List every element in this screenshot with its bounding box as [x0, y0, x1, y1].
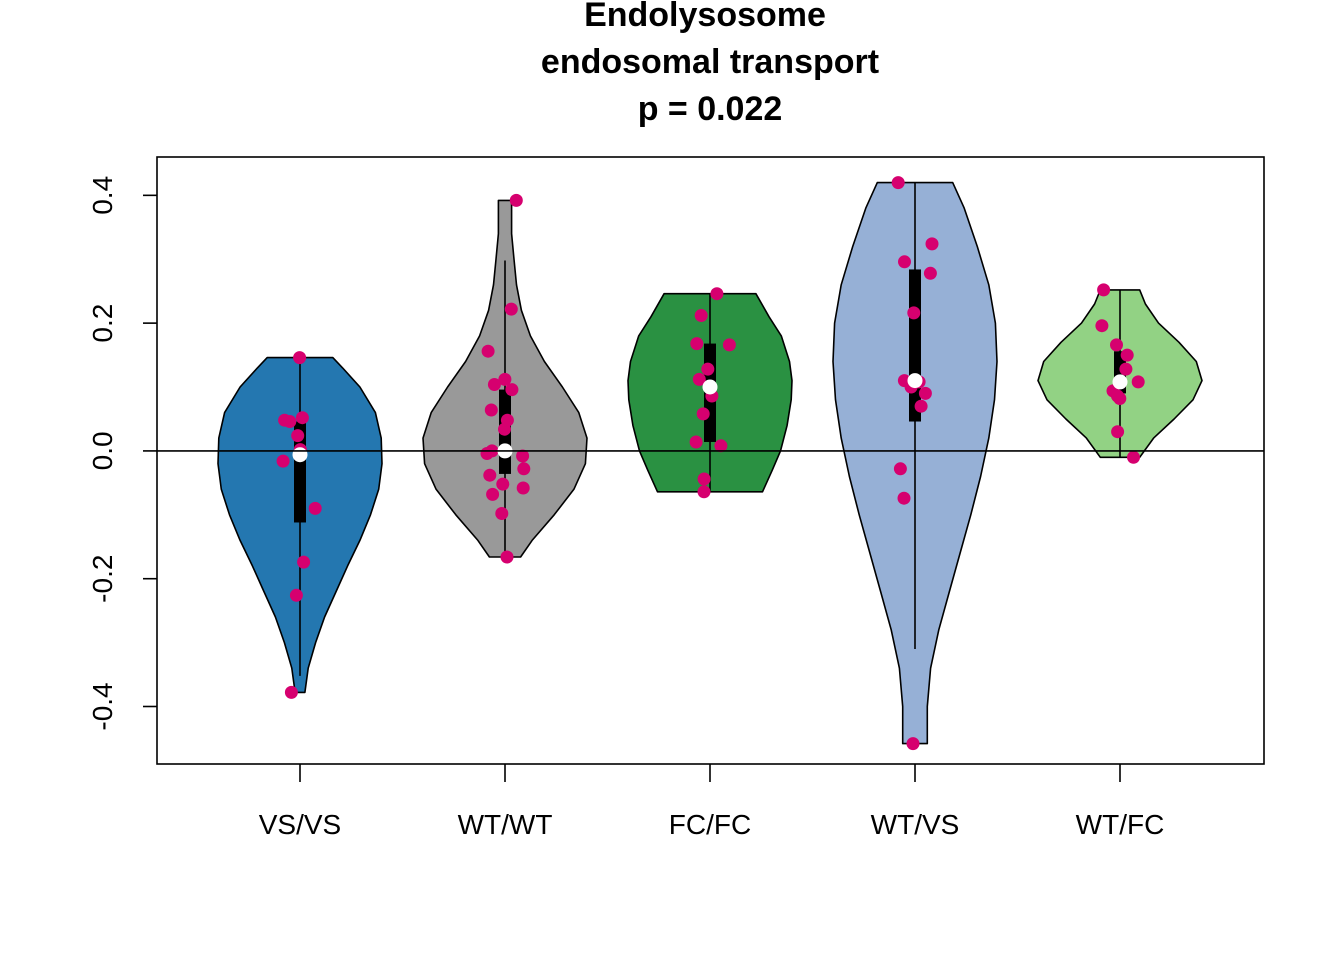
- data-point: [692, 372, 706, 386]
- data-point: [291, 429, 305, 443]
- median-marker-wt-vs: [907, 373, 923, 389]
- data-point: [690, 337, 704, 351]
- data-point: [297, 555, 311, 569]
- x-tick-label: VS/VS: [259, 809, 341, 840]
- iqr-box-wt-vs: [909, 269, 921, 422]
- data-point: [701, 362, 715, 376]
- data-point: [509, 193, 523, 207]
- data-point: [487, 378, 501, 391]
- median-marker-vs-vs: [292, 447, 308, 463]
- data-point: [496, 477, 510, 491]
- data-point: [696, 407, 710, 421]
- data-point: [481, 344, 495, 358]
- data-point: [697, 472, 711, 486]
- data-point: [498, 422, 511, 436]
- y-tick-label: -0.2: [87, 555, 118, 603]
- data-point: [283, 415, 297, 428]
- data-point: [714, 439, 728, 453]
- data-point: [923, 266, 937, 280]
- data-point: [308, 501, 322, 515]
- data-point: [1127, 450, 1140, 464]
- data-point: [480, 447, 494, 460]
- data-point: [276, 454, 290, 468]
- title-line-2: endosomal transport: [541, 43, 879, 81]
- data-point: [289, 588, 303, 602]
- y-tick-label: -0.4: [87, 682, 118, 730]
- data-point: [500, 550, 514, 564]
- data-point: [907, 306, 921, 320]
- data-point: [293, 351, 307, 365]
- x-tick-label: WT/FC: [1076, 809, 1165, 840]
- data-point: [1131, 375, 1145, 389]
- data-point: [483, 468, 497, 482]
- data-point: [295, 411, 309, 425]
- y-tick-label: 0.4: [87, 176, 118, 215]
- title-line-1: Endolysosome: [584, 0, 826, 34]
- data-point: [1120, 348, 1134, 362]
- x-tick-label: FC/FC: [669, 809, 751, 840]
- data-point: [486, 487, 500, 501]
- data-point: [505, 383, 519, 397]
- data-point: [1119, 362, 1133, 376]
- data-point: [898, 255, 911, 269]
- median-marker-fc-fc: [702, 379, 718, 395]
- axes-layer: -0.4 -0.2 0.0 0.2 0.4 VS/VS WT/WT FC/FC WT/VS WT/…: [87, 156, 1265, 840]
- point-layer: [276, 176, 1145, 751]
- data-point: [891, 176, 905, 190]
- data-point: [914, 399, 928, 413]
- data-point: [897, 491, 911, 505]
- median-marker-wt-fc: [1112, 374, 1128, 390]
- box-layer: [294, 182, 1126, 676]
- data-point: [284, 685, 298, 699]
- data-point: [893, 462, 907, 476]
- data-point: [504, 302, 518, 316]
- data-point: [1110, 338, 1123, 352]
- data-point: [1097, 283, 1111, 297]
- data-point: [925, 237, 939, 251]
- data-point: [697, 485, 711, 499]
- x-tick-label: WT/WT: [458, 809, 553, 840]
- data-point: [517, 462, 531, 476]
- data-point: [495, 507, 509, 520]
- data-point: [710, 287, 724, 301]
- title-line-3: p = 0.022: [638, 90, 783, 128]
- data-point: [516, 481, 530, 495]
- data-point: [694, 309, 708, 322]
- y-tick-label: 0.2: [87, 304, 118, 343]
- data-point: [516, 449, 530, 463]
- data-point: [918, 386, 932, 400]
- data-point: [484, 403, 498, 417]
- chart-title: Endolysosome endosomal transport p = 0.0…: [541, 0, 879, 128]
- data-point: [722, 338, 736, 352]
- data-point: [689, 435, 703, 449]
- data-point: [1095, 319, 1109, 333]
- data-point: [1113, 392, 1127, 405]
- data-point: [1111, 425, 1125, 439]
- data-point: [498, 372, 512, 386]
- data-point: [906, 737, 920, 751]
- x-tick-label: WT/VS: [871, 809, 960, 840]
- y-tick-label: 0.0: [87, 431, 118, 470]
